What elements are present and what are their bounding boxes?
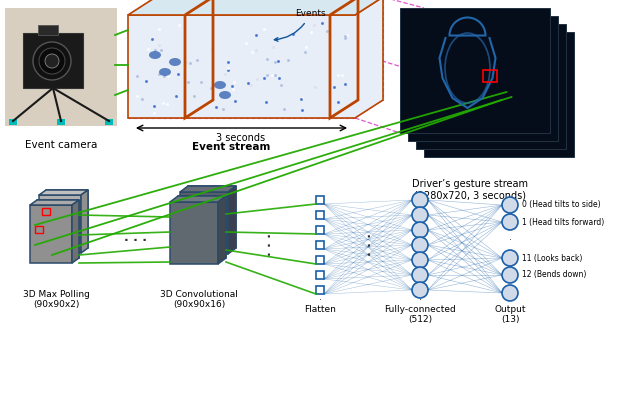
- Circle shape: [412, 222, 428, 238]
- Polygon shape: [39, 195, 81, 253]
- Ellipse shape: [219, 91, 231, 99]
- Ellipse shape: [39, 48, 65, 74]
- Ellipse shape: [214, 81, 226, 89]
- Polygon shape: [37, 200, 79, 258]
- Bar: [9, 119, 17, 125]
- Polygon shape: [128, 0, 383, 118]
- Ellipse shape: [33, 42, 71, 80]
- Text: 1 (Head tilts forward): 1 (Head tilts forward): [522, 217, 604, 227]
- Bar: [23, 33, 83, 88]
- Polygon shape: [128, 0, 383, 15]
- Circle shape: [502, 250, 518, 266]
- Polygon shape: [178, 196, 226, 258]
- Bar: [408, 16, 558, 141]
- Bar: [424, 32, 574, 157]
- Ellipse shape: [149, 51, 161, 59]
- Text: · · ·: · · ·: [124, 233, 147, 247]
- Bar: [5, 8, 117, 126]
- Text: ·
·
·: · · ·: [319, 284, 321, 317]
- Polygon shape: [170, 202, 218, 264]
- Bar: [416, 24, 566, 149]
- Text: 0 (Head tilts to side): 0 (Head tilts to side): [522, 200, 600, 209]
- Bar: [316, 211, 324, 219]
- Polygon shape: [188, 186, 236, 248]
- Text: Events: Events: [275, 10, 326, 41]
- Bar: [38, 25, 58, 35]
- Bar: [316, 241, 324, 249]
- Text: Event camera: Event camera: [25, 140, 97, 150]
- Ellipse shape: [45, 54, 59, 68]
- Bar: [57, 119, 65, 125]
- Circle shape: [502, 267, 518, 283]
- Text: Output
(13): Output (13): [494, 305, 525, 324]
- Text: Driver’s gesture stream
(1280x720, 3 seconds): Driver’s gesture stream (1280x720, 3 sec…: [412, 179, 528, 200]
- Polygon shape: [30, 205, 72, 263]
- Circle shape: [412, 237, 428, 253]
- Circle shape: [502, 214, 518, 230]
- Text: 3 seconds: 3 seconds: [216, 133, 266, 143]
- Text: 11 (Looks back): 11 (Looks back): [522, 253, 582, 263]
- Text: 12 (Bends down): 12 (Bends down): [522, 271, 586, 279]
- Bar: [316, 226, 324, 234]
- Polygon shape: [46, 190, 88, 248]
- Text: Event stream: Event stream: [192, 142, 270, 152]
- Bar: [105, 119, 113, 125]
- Polygon shape: [180, 192, 228, 254]
- Circle shape: [412, 282, 428, 298]
- Text: Fully-connected
(512): Fully-connected (512): [384, 305, 456, 324]
- Bar: [316, 256, 324, 264]
- Bar: [42, 208, 50, 215]
- Text: Flatten: Flatten: [304, 305, 336, 314]
- Bar: [316, 271, 324, 279]
- Circle shape: [412, 192, 428, 208]
- Circle shape: [412, 267, 428, 283]
- Text: ·
·
·: · · ·: [509, 223, 511, 257]
- Text: ·
·
·: · · ·: [419, 284, 422, 317]
- Bar: [400, 8, 550, 133]
- Polygon shape: [218, 196, 226, 264]
- Ellipse shape: [159, 68, 171, 76]
- Polygon shape: [170, 196, 226, 202]
- Ellipse shape: [169, 58, 181, 66]
- Bar: [316, 286, 324, 294]
- Text: 3D Max Polling
(90x90x2): 3D Max Polling (90x90x2): [22, 290, 90, 310]
- Polygon shape: [180, 186, 236, 192]
- Polygon shape: [39, 190, 88, 195]
- Bar: [316, 196, 324, 204]
- Text: 3D Convolutional
(90x90x16): 3D Convolutional (90x90x16): [160, 290, 238, 310]
- Circle shape: [502, 197, 518, 213]
- Polygon shape: [81, 190, 88, 253]
- Polygon shape: [30, 200, 79, 205]
- Polygon shape: [72, 200, 79, 263]
- Bar: [35, 226, 43, 233]
- Polygon shape: [228, 186, 236, 254]
- Circle shape: [412, 252, 428, 268]
- Bar: [483, 70, 497, 82]
- Circle shape: [502, 285, 518, 301]
- Text: · · ·: · · ·: [264, 233, 276, 257]
- Circle shape: [412, 207, 428, 223]
- Text: · · ·: · · ·: [364, 233, 376, 257]
